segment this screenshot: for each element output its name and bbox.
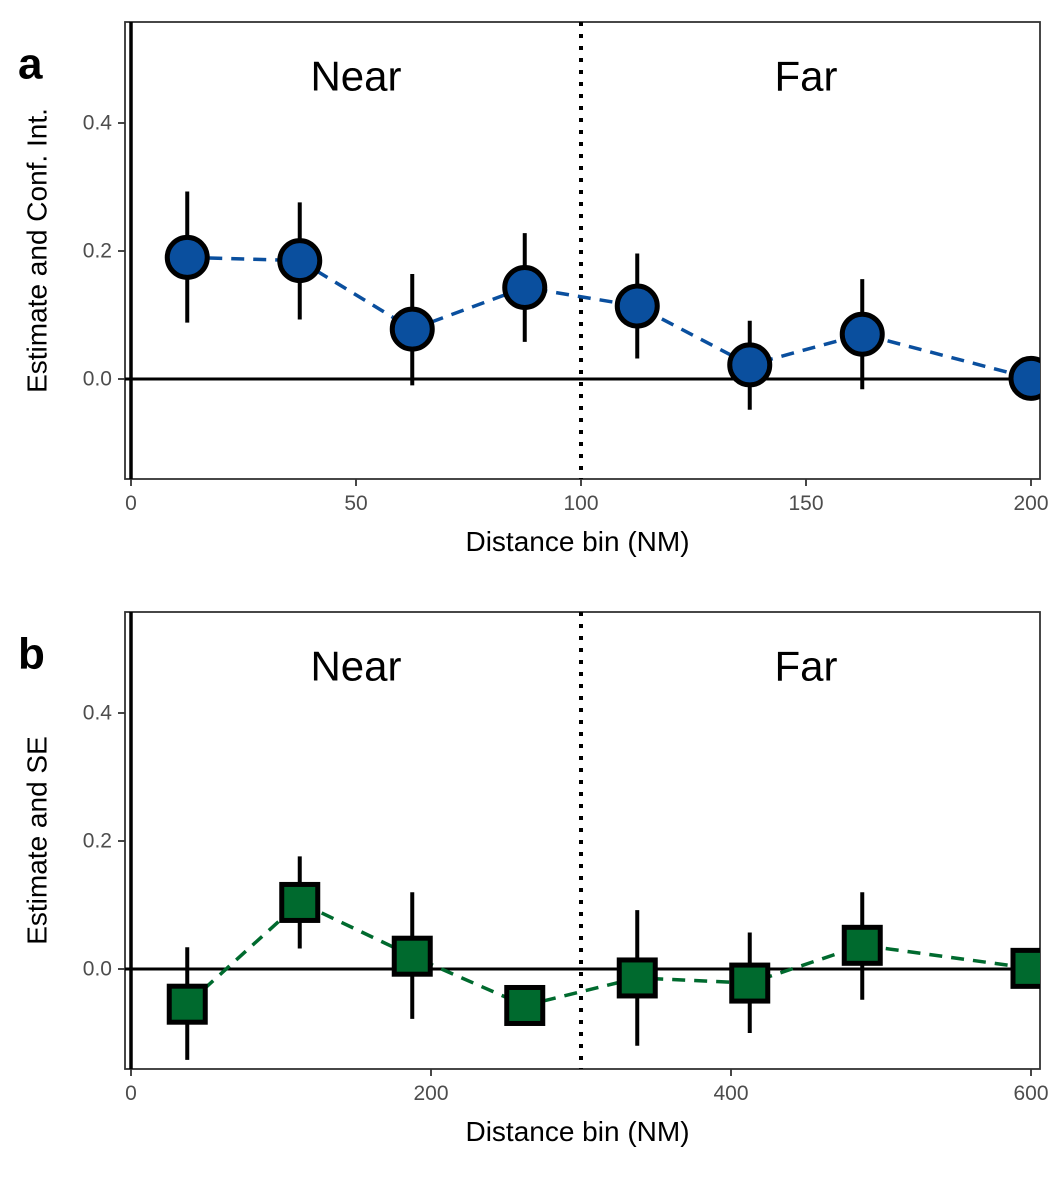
x-tick-label: 600: [1013, 1082, 1048, 1105]
data-point: [164, 234, 210, 280]
x-tick-label: 0: [125, 492, 137, 515]
data-point: [614, 283, 660, 329]
panel-letter: a: [18, 40, 43, 89]
data-point: [391, 935, 433, 977]
x-tick-label: 200: [1013, 492, 1048, 515]
data-point: [727, 342, 773, 388]
x-tick-label: 0: [125, 1082, 137, 1105]
y-tick-label: 0.4: [83, 702, 113, 725]
x-axis-title: Distance bin (NM): [465, 526, 689, 557]
y-tick-label: 0.2: [83, 240, 112, 263]
x-tick-label: 400: [713, 1082, 748, 1105]
data-point: [841, 924, 883, 966]
y-tick-label: 0.2: [83, 830, 112, 853]
data-point: [616, 957, 658, 999]
data-point: [389, 306, 435, 352]
x-tick-label: 150: [788, 492, 823, 515]
region-label-near: Near: [310, 643, 401, 690]
panel-letter: b: [18, 630, 45, 679]
data-point: [279, 881, 321, 923]
region-label-near: Near: [310, 53, 401, 100]
data-point: [504, 984, 546, 1026]
panel-a: Near Far a 0 50 100 150 200 0.0 0.2 0.4 Distance bi…: [18, 21, 1049, 557]
x-tick-label: 50: [344, 492, 367, 515]
data-layer: [166, 856, 1040, 1060]
data-layer: [164, 191, 1040, 410]
panel-b: Near Far b 0 200 400 600 0.0 0.2 0.4 Distance bin …: [18, 611, 1049, 1147]
y-tick-label: 0.0: [83, 958, 112, 981]
data-point: [1010, 947, 1040, 989]
data-point: [166, 983, 208, 1025]
x-axis-title: Distance bin (NM): [465, 1116, 689, 1147]
data-point: [1008, 355, 1040, 401]
data-point: [277, 238, 323, 284]
y-tick-label: 0.4: [83, 112, 113, 135]
region-label-far: Far: [775, 643, 838, 690]
x-tick-label: 100: [563, 492, 598, 515]
data-point: [502, 264, 548, 310]
x-tick-label: 200: [413, 1082, 448, 1105]
y-axis-title: Estimate and Conf. Int.: [22, 108, 53, 393]
y-axis-title: Estimate and SE: [22, 736, 53, 945]
region-label-far: Far: [775, 53, 838, 100]
data-point: [839, 311, 885, 357]
data-point: [729, 962, 771, 1004]
y-tick-label: 0.0: [83, 368, 112, 391]
